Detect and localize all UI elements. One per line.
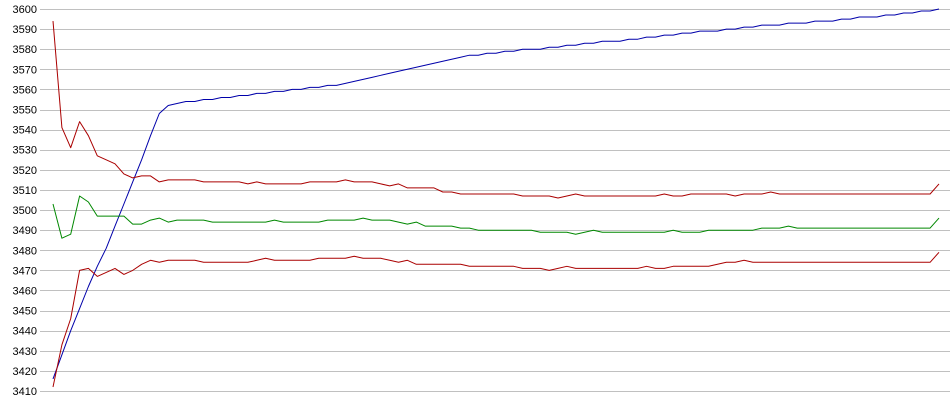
y-tick-label: 3440 — [13, 326, 37, 338]
y-tick-label: 3580 — [13, 44, 37, 56]
y-tick-label: 3540 — [13, 125, 37, 137]
y-tick-label: 3410 — [13, 386, 37, 398]
y-tick-label: 3560 — [13, 84, 37, 96]
y-tick-label: 3570 — [13, 64, 37, 76]
y-tick-label: 3530 — [13, 145, 37, 157]
y-tick-label: 3460 — [13, 285, 37, 297]
y-tick-label: 3430 — [13, 346, 37, 358]
series-lines — [52, 8, 940, 388]
y-tick-label: 3480 — [13, 245, 37, 257]
y-tick-label: 3600 — [13, 4, 37, 16]
y-tick-label: 3420 — [13, 366, 37, 378]
y-tick-label: 3470 — [13, 265, 37, 277]
y-tick-label: 3490 — [13, 225, 37, 237]
y-tick-label: 3590 — [13, 24, 37, 36]
series-line-3 — [52, 195, 940, 239]
y-tick-label: 3520 — [13, 165, 37, 177]
y-axis-tick-labels: 3410 3420 3430 3440 3450 3460 3470 3480 3490 3500… — [13, 4, 37, 398]
y-tick-label: 3450 — [13, 306, 37, 318]
y-tick-label: 3500 — [13, 205, 37, 217]
y-tick-label: 3510 — [13, 185, 37, 197]
gridlines — [40, 9, 950, 392]
series-line-4 — [52, 251, 940, 388]
y-tick-label: 3550 — [13, 105, 37, 117]
series-line-2 — [52, 21, 940, 199]
series-line-1 — [52, 8, 940, 380]
